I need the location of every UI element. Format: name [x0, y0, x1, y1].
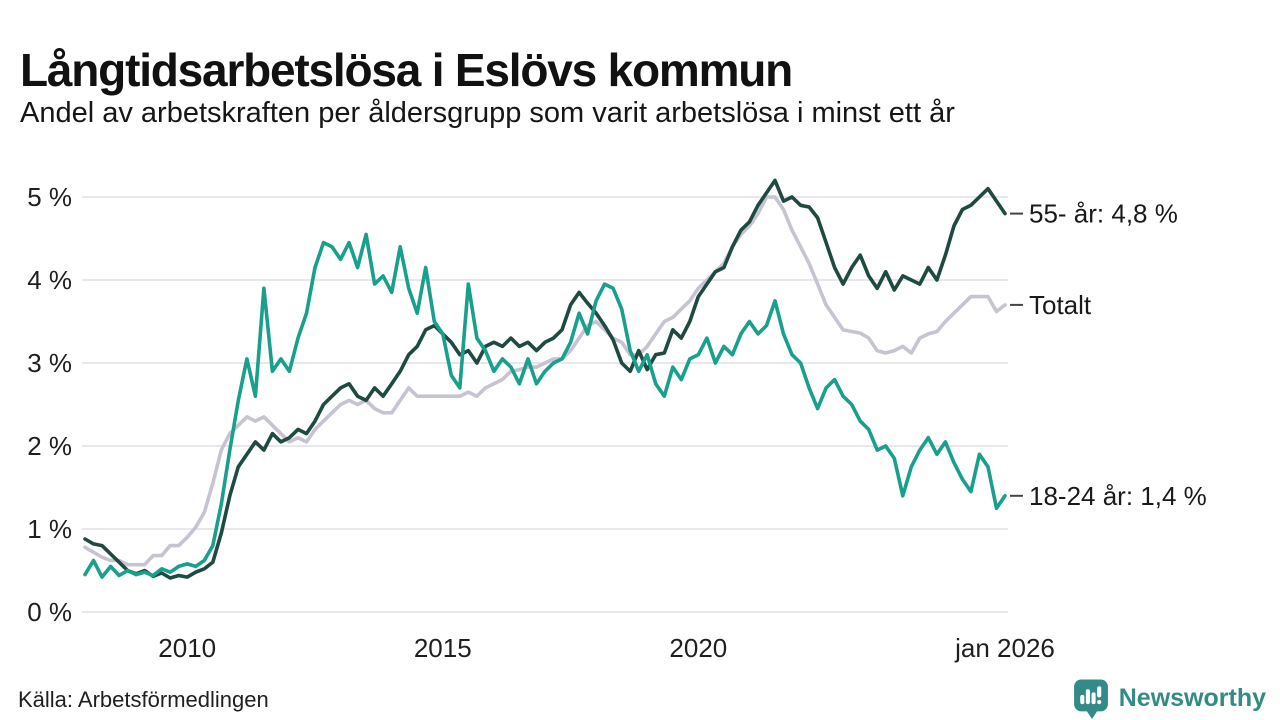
series-end-label: 18-24 år: 1,4 %	[1029, 481, 1207, 511]
series-end-label: Totalt	[1029, 290, 1092, 320]
series-line-55-r	[83, 178, 1007, 580]
y-axis-tick-label: 0 %	[27, 597, 72, 627]
series-end-label: 55- år: 4,8 %	[1029, 199, 1178, 229]
series-line-18-24-r	[83, 232, 1007, 579]
newsworthy-logo: Newsworthy	[1072, 678, 1266, 719]
y-axis-tick-label: 4 %	[27, 265, 72, 295]
x-axis-tick-label: 2020	[669, 633, 727, 663]
y-axis-tick-label: 2 %	[27, 431, 72, 461]
y-axis-tick-label: 1 %	[27, 514, 72, 544]
source-note: Källa: Arbetsförmedlingen	[18, 687, 269, 712]
x-axis-tick-label: jan 2026	[954, 633, 1055, 663]
bar-chart-speech-bubble-icon	[1073, 679, 1108, 719]
y-axis-tick-label: 3 %	[27, 348, 72, 378]
y-axis-tick-label: 5 %	[27, 182, 72, 212]
x-axis-tick-label: 2015	[414, 633, 472, 663]
x-axis-tick-label: 2010	[158, 633, 216, 663]
chart-subtitle: Andel av arbetskraften per åldersgrupp s…	[20, 97, 955, 129]
series-line-totalt	[83, 195, 1007, 567]
newsworthy-brand-text: Newsworthy	[1118, 684, 1266, 712]
page-title: Långtidsarbetslösa i Eslövs kommun	[20, 43, 793, 96]
